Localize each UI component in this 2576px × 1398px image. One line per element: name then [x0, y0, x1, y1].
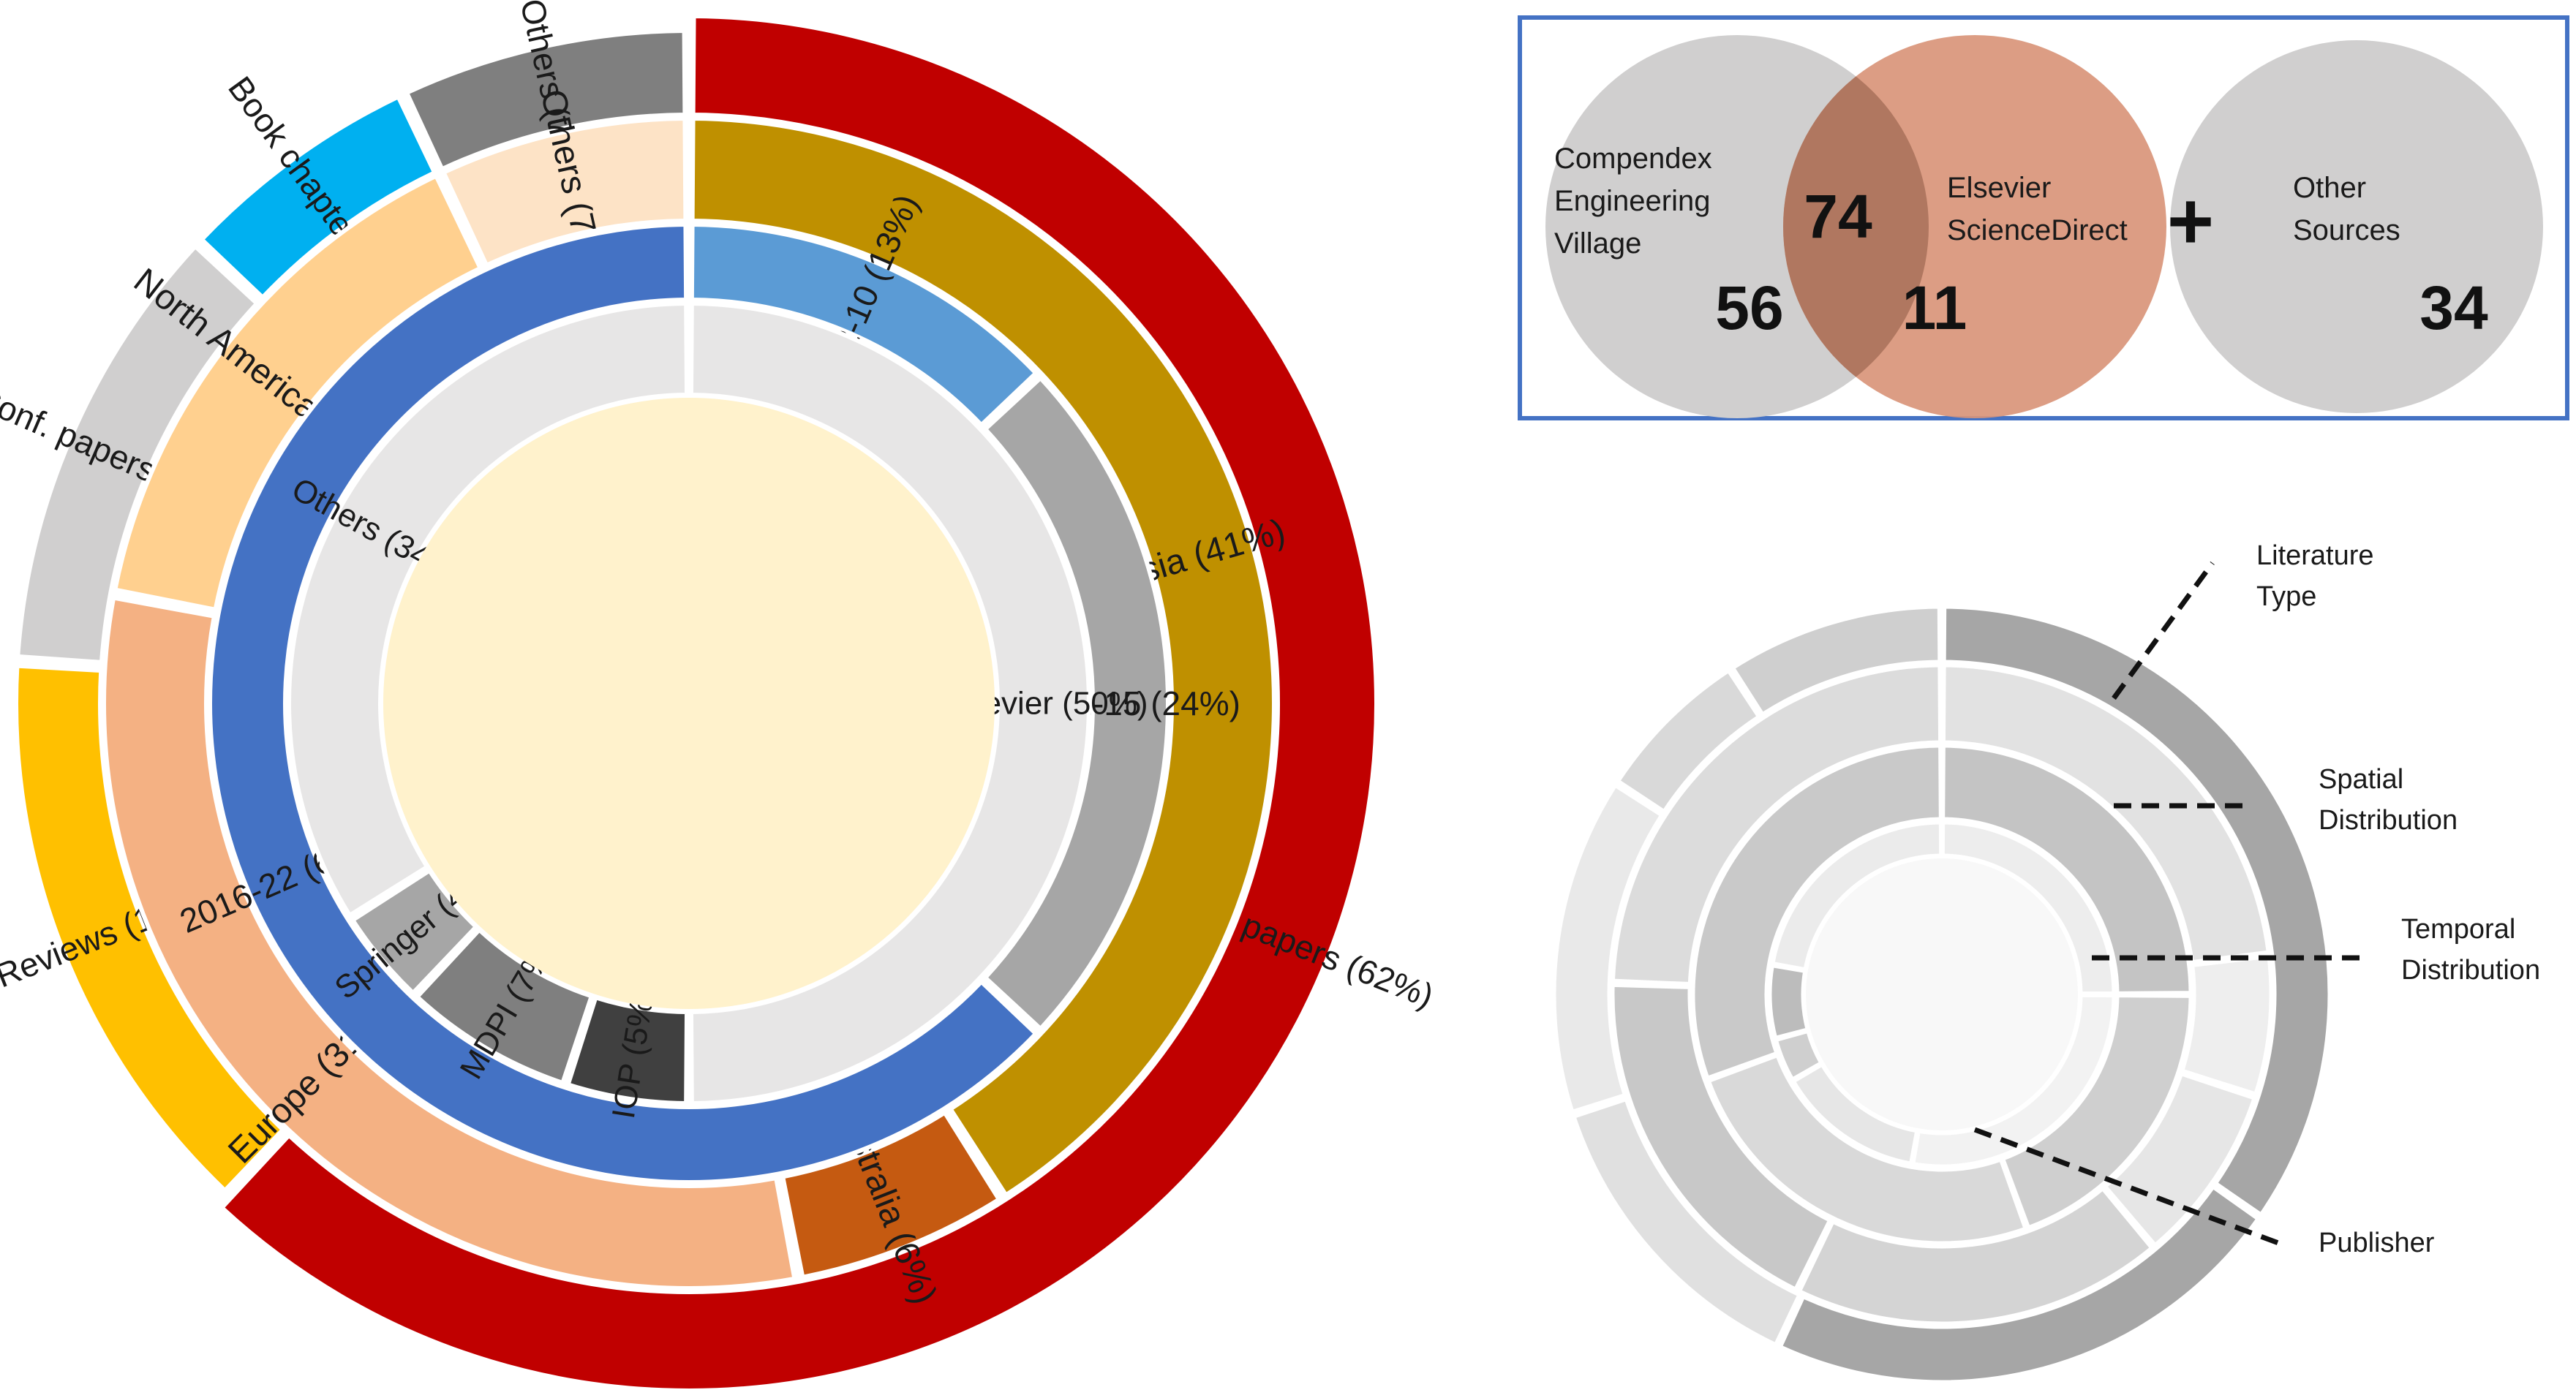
- key-segment: [1706, 1053, 2028, 1245]
- key-segment: [1611, 663, 1943, 986]
- venn-label-sciencedirect: Elsevier ScienceDirect: [1947, 172, 2128, 246]
- key-segment: [1942, 605, 2332, 1217]
- callout-label-publisher: Publisher: [2319, 1228, 2435, 1258]
- key-segment: [2103, 1071, 2257, 1248]
- key-segment: [1941, 744, 2193, 995]
- key-segment: [1571, 1097, 1802, 1348]
- ring-publisher: Elsevier (50%)IOP (5%)MDPI (7%)Springer …: [286, 301, 1148, 1121]
- key-segment: [1770, 820, 1943, 972]
- key-center: [1806, 858, 2078, 1130]
- segment-publisher-iop-5: [565, 994, 690, 1106]
- venn-plus-operator: +: [2167, 176, 2214, 266]
- callout-label-spatial-distribution: Spatial Distribution: [2319, 764, 2458, 836]
- key-segment: [1616, 668, 1761, 814]
- venn-count-intersection: 74: [1804, 182, 1872, 251]
- segment-publisher-elsevier-50: [688, 301, 1092, 1106]
- key-segment: [1940, 820, 2116, 996]
- segment-publisher-others-34: [287, 301, 690, 919]
- key-segment: [1768, 963, 1810, 1040]
- callout-label-literature-type: Literature Type: [2256, 540, 2374, 612]
- segment-spatial-distribution-others-7: [440, 116, 688, 268]
- key-segment: [1611, 983, 1832, 1292]
- segment-literature-type-journal-papers-62: [219, 13, 1379, 1393]
- key-segment: [1778, 1184, 2261, 1384]
- sunburst-key-diagram: Literature Type Spatial Distribution Tempora…: [1552, 540, 2540, 1384]
- segment-literature-type-conf-papers-11: [15, 243, 260, 665]
- key-ring-3: [1691, 744, 2193, 1245]
- segment-spatial-distribution-europe-31: [102, 595, 797, 1291]
- venn-intersection: [1783, 35, 1929, 418]
- key-segment: [1691, 744, 1943, 1081]
- venn-count-compendex-only: 56: [1715, 273, 1783, 342]
- segment-literature-type-others-7: [404, 29, 688, 173]
- venn-label-compendex: Compendex Engineering Village: [1554, 143, 1712, 260]
- key-ring-1: [1552, 605, 2332, 1384]
- key-segment: [1910, 993, 2116, 1168]
- key-segment: [1552, 782, 1665, 1114]
- venn-set-other-sources: [2170, 40, 2543, 413]
- segment-spatial-distribution-north-america-15: [112, 173, 483, 613]
- key-segment: [1730, 605, 1942, 717]
- sunburst-center: [383, 398, 995, 1009]
- segment-temporal-distribution-2011-15-24: [982, 374, 1170, 1032]
- segment-literature-type-reviews-14: [14, 663, 287, 1194]
- segment-publisher-mdpi-7: [414, 926, 595, 1086]
- segment-temporal-distribution-2002-10-13: [689, 222, 1039, 428]
- key-segment: [2180, 954, 2273, 1097]
- key-segment: [2000, 994, 2193, 1230]
- segment-spatial-distribution-asia-41: [690, 116, 1276, 1198]
- venn-diagram: Compendex Engineering Village Elsevier Scien…: [1518, 15, 2569, 420]
- venn-label-other-sources: Other Sources: [2293, 172, 2400, 246]
- callout-line-literature-type: [2112, 561, 2215, 700]
- segment-literature-type-book-chapter-6: [198, 94, 438, 301]
- segment-publisher-springer-4: [350, 867, 480, 997]
- key-segment: [1941, 663, 2271, 964]
- venn-count-other-sources: 34: [2419, 273, 2488, 342]
- sunburst-chart: Journal papers (62%)Reviews (14%)Conf. p…: [0, 0, 1439, 1391]
- key-segment: [1797, 1186, 2155, 1326]
- key-ring-2: [1611, 663, 2273, 1326]
- segment-temporal-distribution-2016-22-63: [208, 222, 1039, 1184]
- segment-spatial-distribution-australia-6: [780, 1109, 1003, 1280]
- venn-count-sciencedirect-only: 11: [1902, 273, 1967, 342]
- callout-label-temporal-distribution: Temporal Distribution: [2401, 914, 2540, 986]
- key-ring-4: [1768, 820, 2116, 1168]
- key-segment: [1790, 1062, 1919, 1166]
- key-segment: [1774, 1029, 1824, 1082]
